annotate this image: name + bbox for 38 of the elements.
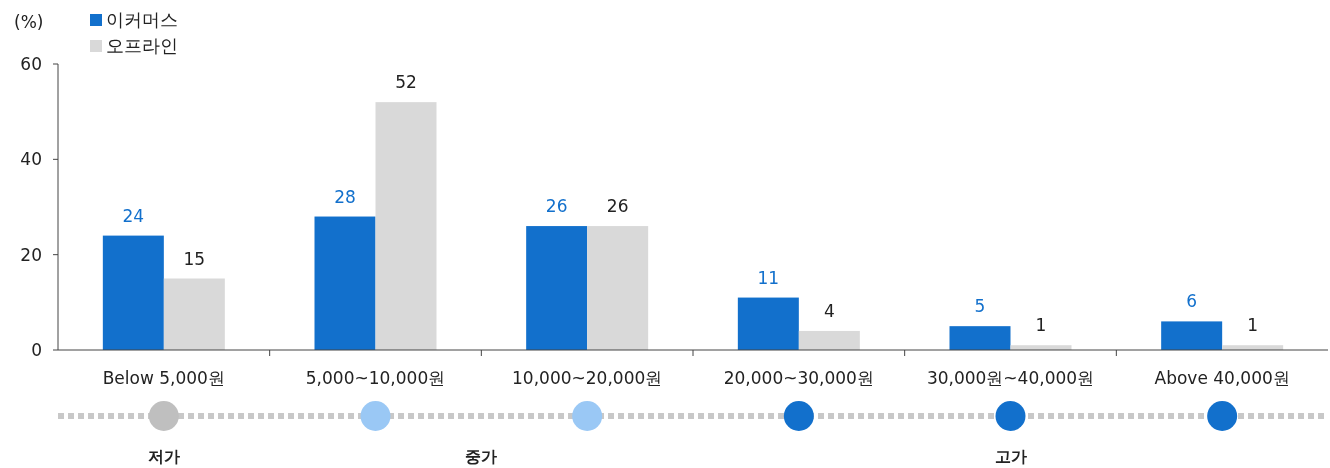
y-tick-label: 20 — [20, 244, 42, 265]
data-label: 6 — [1186, 291, 1198, 312]
data-label: 1 — [1247, 315, 1259, 336]
text: 중가 — [465, 447, 498, 466]
data-label: 28 — [334, 186, 356, 207]
x-tick-label: 30,000원~40,000원 — [926, 368, 1095, 388]
legend-label: 오프라인 — [106, 35, 178, 57]
x-tick-label: Below 5,000원 — [102, 368, 225, 388]
bar — [1161, 321, 1223, 350]
data-label: 1 — [1035, 315, 1047, 336]
bar — [102, 235, 164, 350]
x-tick-label: Above 40,000원 — [1154, 368, 1290, 388]
y-tick-label: 40 — [20, 149, 42, 170]
y-axis-title: (%) — [14, 12, 44, 32]
bar — [375, 102, 437, 350]
data-label: 52 — [395, 72, 417, 93]
legend-label: 이커머스 — [106, 9, 178, 31]
text: 저가 — [147, 447, 180, 466]
y-tick-label: 0 — [31, 339, 42, 360]
y-tick-label: 60 — [20, 53, 42, 74]
bar — [314, 216, 376, 350]
x-tick-label: 20,000~30,000원 — [723, 368, 874, 388]
data-label: 26 — [545, 196, 568, 217]
text: 고가 — [994, 447, 1027, 466]
data-label: 4 — [823, 300, 835, 321]
x-tick-label: 10,000~20,000원 — [512, 368, 663, 388]
data-label: 24 — [122, 205, 145, 226]
x-tick-label: 5,000~10,000원 — [305, 368, 446, 388]
bar — [587, 226, 649, 350]
bar — [737, 297, 799, 350]
data-label: 11 — [757, 267, 780, 288]
bar — [526, 226, 588, 350]
data-label: 15 — [183, 248, 206, 269]
bar — [163, 278, 225, 350]
data-label: 26 — [606, 196, 629, 217]
bar — [949, 326, 1011, 350]
bar — [798, 330, 860, 350]
data-label: 5 — [974, 296, 986, 317]
